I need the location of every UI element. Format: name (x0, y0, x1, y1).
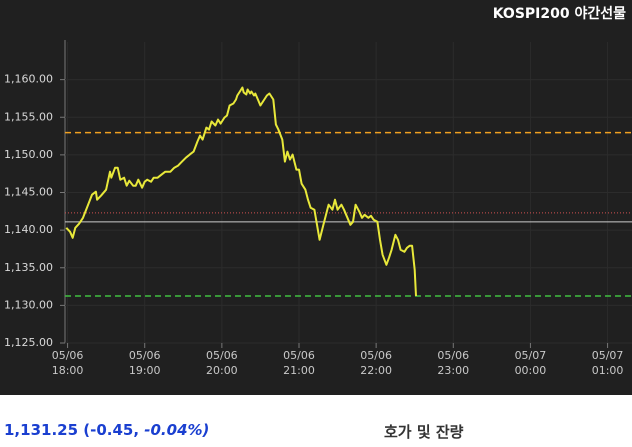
y-tick-label: 1,155.00 (4, 110, 53, 123)
y-tick-label: 1,145.00 (4, 186, 53, 199)
footer: 1,131.25 (-0.45, -0.04%) 호가 및 잔량 (0, 395, 632, 447)
x-tick-label: 05/07 00:00 (514, 349, 547, 377)
y-tick-label: 1,125.00 (4, 336, 53, 349)
x-tick-label: 05/06 18:00 (51, 349, 84, 377)
x-tick-label: 05/06 21:00 (283, 349, 315, 377)
section-label[interactable]: 호가 및 잔량 (384, 423, 464, 441)
y-tick-label: 1,140.00 (4, 223, 53, 236)
x-tick-label: 05/07 01:00 (591, 349, 624, 377)
x-tick-label: 05/06 22:00 (360, 349, 392, 377)
y-tick-label: 1,160.00 (4, 73, 53, 86)
quote: 1,131.25 (-0.45, -0.04%) (4, 421, 209, 439)
x-tick-label: 05/06 20:00 (205, 349, 238, 377)
y-tick-label: 1,135.00 (4, 261, 53, 274)
x-tick-label: 05/06 23:00 (437, 349, 470, 377)
x-tick-label: 05/06 19:00 (128, 349, 161, 377)
quote-pct: -0.04%) (144, 421, 210, 439)
chart-panel: KOSPI200 야간선물 1,125.00 1,130.00 1,135.00 1,… (0, 0, 632, 395)
y-tick-label: 1,130.00 (4, 298, 53, 311)
y-tick-label: 1,150.00 (4, 148, 53, 161)
price-line (65, 86, 417, 297)
chart: KOSPI200 야간선물 1,125.00 1,130.00 1,135.00 1,… (4, 5, 632, 349)
quote-main: 1,131.25 (-0.45, (4, 421, 140, 439)
chart-title: KOSPI200 야간선물 (493, 5, 626, 22)
